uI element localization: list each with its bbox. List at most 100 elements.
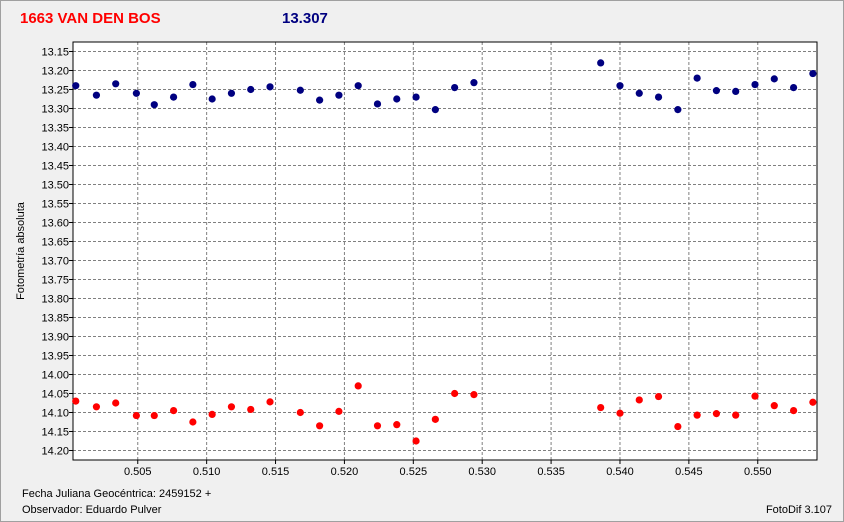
y-tick-label: 13.25: [41, 85, 69, 97]
data-point-series-2: [227, 403, 236, 411]
data-point-series-1: [635, 89, 643, 97]
y-tick-label: 13.60: [41, 218, 69, 230]
y-tick-label: 14.20: [41, 446, 69, 458]
data-point-series-1: [335, 91, 343, 99]
data-point-series-1: [373, 100, 382, 108]
x-tick-label: 0.520: [331, 466, 359, 478]
plot-border: [72, 41, 818, 461]
data-point-series-1: [431, 106, 439, 114]
data-point-series-2: [335, 407, 343, 415]
data-point-series-1: [732, 87, 740, 95]
data-point-series-1: [451, 84, 459, 92]
data-point-series-2: [393, 421, 401, 429]
data-point-series-2: [247, 405, 255, 414]
x-tick-label: 0.525: [400, 466, 428, 478]
data-point-series-1: [616, 82, 624, 90]
data-point-series-1: [789, 84, 798, 92]
data-point-series-1: [712, 87, 721, 95]
data-point-series-1: [674, 106, 682, 114]
data-point-series-1: [150, 101, 158, 109]
y-tick-label: 14.05: [41, 389, 69, 401]
y-tick-label: 14.15: [41, 427, 69, 439]
data-point-series-1: [247, 85, 255, 94]
data-point-series-1: [393, 95, 401, 103]
data-point-series-2: [431, 415, 439, 423]
data-point-series-2: [132, 411, 140, 420]
y-tick-label: 13.80: [41, 294, 69, 306]
y-tick-label: 13.30: [41, 104, 69, 116]
data-point-series-2: [770, 402, 778, 410]
data-point-series-2: [354, 382, 362, 390]
data-point-series-2: [751, 392, 759, 400]
data-point-series-2: [296, 408, 304, 417]
data-point-series-2: [92, 403, 101, 411]
data-point-series-2: [732, 411, 740, 419]
data-point-series-2: [208, 410, 216, 418]
data-point-series-1: [809, 69, 817, 78]
data-point-series-2: [809, 398, 817, 406]
y-tick-label: 13.35: [41, 123, 69, 135]
data-point-series-1: [693, 74, 701, 82]
y-tick-label: 13.90: [41, 332, 69, 344]
data-point-series-1: [597, 59, 605, 67]
data-point-series-2: [654, 392, 663, 401]
data-point-series-1: [112, 80, 120, 88]
data-point-series-2: [266, 398, 274, 406]
data-point-series-1: [189, 80, 197, 89]
data-point-series-2: [373, 422, 382, 430]
data-point-series-2: [189, 418, 197, 426]
data-point-series-1: [354, 82, 362, 90]
data-point-series-1: [316, 96, 324, 104]
data-point-series-1: [227, 89, 236, 97]
y-tick-label: 13.65: [41, 237, 69, 249]
julian-date-label: Fecha Juliana Geocéntrica: 2459152 +: [22, 488, 212, 500]
data-point-series-2: [616, 409, 624, 417]
y-tick-label: 13.85: [41, 313, 69, 325]
data-point-series-1: [72, 82, 80, 90]
y-tick-label: 13.55: [41, 199, 69, 211]
y-tick-label: 13.40: [41, 142, 69, 154]
data-point-series-1: [132, 89, 140, 97]
app-version-label: FotoDif 3.107: [765, 504, 832, 516]
plot-area: [73, 42, 817, 460]
y-tick-label: 13.75: [41, 275, 69, 287]
data-point-series-1: [770, 75, 778, 83]
data-point-series-2: [635, 396, 643, 404]
y-tick-label: 13.45: [41, 161, 69, 173]
x-tick-label: 0.510: [193, 466, 221, 478]
data-point-series-2: [150, 411, 158, 420]
data-point-series-2: [712, 410, 721, 418]
data-point-series-1: [208, 95, 216, 103]
data-point-series-2: [451, 389, 459, 398]
data-point-series-2: [316, 422, 324, 430]
y-tick-label: 13.20: [41, 66, 69, 78]
x-tick-label: 0.505: [124, 466, 152, 478]
x-tick-label: 0.545: [675, 466, 703, 478]
data-point-series-2: [169, 407, 178, 415]
chart-title-magnitude: 13.307: [282, 10, 328, 27]
y-axis-label: Fotometría absoluta: [15, 201, 27, 300]
data-point-series-1: [654, 93, 663, 101]
data-point-series-1: [296, 86, 304, 94]
data-point-series-2: [72, 397, 80, 405]
data-point-series-2: [412, 437, 420, 445]
y-tick-label: 13.70: [41, 256, 69, 268]
data-point-series-2: [693, 411, 701, 419]
y-tick-label: 13.50: [41, 180, 69, 192]
data-point-series-2: [470, 391, 478, 399]
data-point-series-2: [674, 422, 682, 431]
chart-title-object: 1663 VAN DEN BOS: [20, 10, 161, 27]
x-tick-label: 0.540: [606, 466, 634, 478]
x-tick-label: 0.530: [468, 466, 496, 478]
data-point-series-1: [92, 91, 101, 99]
data-point-series-2: [789, 407, 798, 415]
y-tick-label: 14.10: [41, 408, 69, 420]
y-tick-label: 13.95: [41, 351, 69, 363]
x-tick-label: 0.535: [537, 466, 565, 478]
data-point-series-2: [112, 399, 120, 407]
data-point-series-2: [597, 403, 605, 412]
x-tick-label: 0.550: [744, 466, 772, 478]
y-tick-label: 13.15: [41, 47, 69, 59]
y-tick-label: 14.00: [41, 370, 69, 382]
